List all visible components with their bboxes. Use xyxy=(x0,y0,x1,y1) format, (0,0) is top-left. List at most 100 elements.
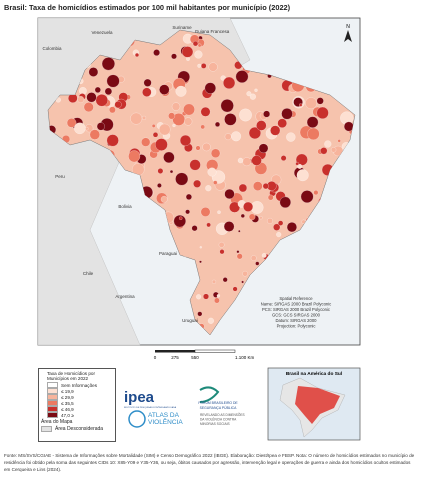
legend-label: ≤ 46,9 xyxy=(61,406,74,412)
legend-label: ≤ 29,9 xyxy=(61,394,74,400)
scale-label: 550 xyxy=(191,355,199,360)
legend-item: ≤ 19,9 xyxy=(39,388,115,394)
country-label: Uruguai xyxy=(182,318,198,323)
municipality xyxy=(189,159,201,171)
legend-swatch xyxy=(47,382,58,388)
municipality xyxy=(202,142,211,152)
municipality xyxy=(231,131,242,142)
municipality xyxy=(134,52,140,58)
municipality xyxy=(270,125,281,136)
legend-label: ≤ 35,5 xyxy=(61,400,74,406)
municipality xyxy=(185,209,190,215)
municipality xyxy=(276,232,282,238)
municipality xyxy=(210,148,221,158)
municipality xyxy=(238,183,248,193)
municipality xyxy=(279,196,291,208)
municipality xyxy=(222,277,228,283)
ipea-sub: INSTITUTO DE PESQUISA ECONÔMICA APLICADA xyxy=(124,406,177,409)
inset-brazil xyxy=(295,386,340,424)
municipality xyxy=(277,118,287,128)
municipality xyxy=(219,249,225,255)
municipality xyxy=(94,86,101,93)
municipality xyxy=(305,97,317,110)
municipality xyxy=(85,126,89,131)
municipality xyxy=(313,190,319,196)
legend-swatch xyxy=(47,400,58,406)
spatial-reference: Projection: Polyconic xyxy=(277,324,316,329)
municipality xyxy=(306,116,319,128)
municipality xyxy=(248,213,256,221)
municipality xyxy=(175,85,187,97)
atlas-sub: MINORIAS SOCIAIS xyxy=(200,422,230,426)
municipality xyxy=(297,163,303,169)
municipality xyxy=(106,134,119,147)
municipality xyxy=(316,97,324,105)
municipality xyxy=(130,112,143,125)
municipality xyxy=(83,102,94,113)
municipality xyxy=(197,63,202,68)
north-arrow: N xyxy=(344,24,352,42)
municipality xyxy=(109,106,116,114)
municipality xyxy=(77,96,85,103)
municipality xyxy=(191,225,198,232)
legend-swatch xyxy=(47,394,58,400)
atlas-sub: DA VIOLÊNCIA CONTRA xyxy=(200,417,237,422)
legend-item: Sem Informações xyxy=(39,382,115,388)
fbsp-icon xyxy=(199,386,220,403)
municipality xyxy=(195,145,201,151)
municipality xyxy=(95,94,108,107)
municipality xyxy=(184,117,193,126)
legend-label: Área Desconsiderada xyxy=(55,426,104,432)
municipality xyxy=(232,286,238,292)
municipality xyxy=(261,253,267,258)
title: Brasil: Taxa de homicídios estimados por… xyxy=(4,3,291,12)
source: Fonte: MS/SVS/CGIAE - Sistema de Informa… xyxy=(4,453,415,472)
municipality xyxy=(254,88,258,92)
municipality xyxy=(194,50,203,59)
municipality xyxy=(207,167,217,177)
country-label: Chile xyxy=(83,271,94,276)
municipality xyxy=(237,157,244,164)
atlas-logo: ATLAS DA xyxy=(148,412,180,419)
atlas-sub: REVELANDO AS DIMENSÕES xyxy=(200,412,245,417)
municipality xyxy=(307,127,320,141)
municipality xyxy=(152,132,159,138)
municipality xyxy=(213,180,218,185)
municipality xyxy=(256,120,267,131)
municipality xyxy=(259,216,263,220)
municipality xyxy=(211,279,217,284)
municipality xyxy=(248,126,261,140)
country-label: Guiana Francesa xyxy=(195,29,230,34)
north-label: N xyxy=(346,24,350,30)
municipality xyxy=(66,118,77,128)
municipality xyxy=(220,99,234,113)
scale-label: 0 xyxy=(154,355,157,360)
municipality xyxy=(255,261,260,266)
municipality xyxy=(169,169,174,174)
municipality xyxy=(249,93,256,100)
municipality xyxy=(277,220,284,226)
spatial-reference: Name: SIRGAS 2000 Brazil Polyconic xyxy=(261,302,332,307)
legend-area-item: Área Desconsiderada xyxy=(39,426,115,432)
municipality xyxy=(193,179,202,188)
legend-label: Sem Informações xyxy=(61,382,97,388)
municipality xyxy=(153,49,160,56)
municipality xyxy=(300,190,314,203)
country-label: Peru xyxy=(55,174,65,179)
municipality xyxy=(89,129,100,140)
municipality xyxy=(175,172,189,186)
municipality xyxy=(204,82,216,94)
country-label: Venezuela xyxy=(91,30,113,35)
atlas-icon xyxy=(128,410,146,428)
legend-item: ≤ 35,5 xyxy=(39,400,115,406)
legend-swatch xyxy=(47,406,58,412)
municipality xyxy=(223,76,236,89)
municipality xyxy=(267,217,273,224)
municipality xyxy=(320,147,328,155)
municipality xyxy=(163,151,175,164)
municipality xyxy=(208,62,218,72)
municipality xyxy=(207,317,214,324)
municipality xyxy=(273,223,281,231)
municipality xyxy=(240,213,245,218)
